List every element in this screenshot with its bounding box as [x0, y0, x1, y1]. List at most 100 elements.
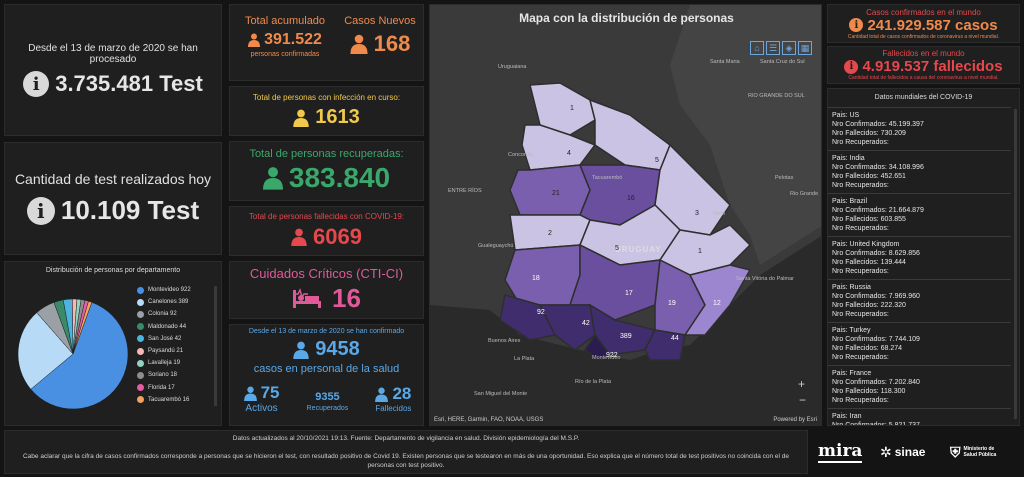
mira-logo: mira: [818, 441, 863, 463]
legend-item[interactable]: Maldonado 44: [137, 321, 215, 333]
department-value[interactable]: 19: [668, 300, 676, 307]
pie-slice-montevideo[interactable]: [30, 302, 129, 410]
pie-slice-canelones[interactable]: [17, 312, 74, 390]
country-item[interactable]: Pais: US Nro Confirmados: 45.199.397 Nro F…: [828, 107, 1011, 150]
map-canvas[interactable]: [430, 5, 822, 426]
dept-soriano: [504, 244, 581, 306]
department-value[interactable]: 3: [695, 210, 699, 217]
basemap-icon[interactable]: ▦: [798, 41, 812, 55]
map-powered[interactable]: Powered by Esri: [773, 417, 817, 423]
department-value[interactable]: 16: [627, 195, 635, 202]
department-pie-chart: [17, 298, 129, 410]
dept-san-jose: [538, 304, 596, 351]
person-icon: [375, 387, 389, 402]
list-icon[interactable]: ☰: [766, 41, 780, 55]
total-sub: personas confirmadas: [250, 51, 320, 58]
place-label: ENTRE RÍOS: [448, 188, 482, 194]
department-value[interactable]: 92: [537, 309, 545, 316]
place-label: Melo: [713, 211, 725, 217]
department-value[interactable]: 42: [582, 320, 590, 327]
department-value[interactable]: 21: [552, 190, 560, 197]
active-label: Total de personas con infección en curso…: [252, 93, 401, 102]
department-value[interactable]: 2: [548, 230, 552, 237]
legend-item[interactable]: Paysandú 21: [137, 345, 215, 357]
person-icon: [248, 33, 261, 47]
tests-total-panel: Desde el 13 de marzo de 2020 se han proc…: [4, 4, 222, 136]
legend-item[interactable]: Canelones 389: [137, 296, 215, 308]
legend-swatch: [137, 335, 144, 343]
map-panel[interactable]: Mapa con la distribución de personas URU…: [429, 4, 822, 426]
zoom-out-button[interactable]: −: [799, 393, 807, 407]
place-label: Pelotas: [775, 175, 794, 181]
place-label: Buenos Aires: [488, 338, 521, 344]
dept-salto: [521, 124, 597, 171]
cti-label: Cuidados Críticos (CTI-CI): [249, 266, 404, 281]
country-item[interactable]: Pais: India Nro Confirmados: 34.108.996 Nr…: [828, 150, 1011, 193]
active-cases-panel: Total de personas con infección en curso…: [229, 86, 424, 136]
department-value[interactable]: 1: [698, 248, 702, 255]
pie-slice-tacuarembó[interactable]: [72, 300, 93, 355]
place-label: Gualeguaychú: [478, 243, 514, 249]
total-value: 391.522: [248, 31, 322, 49]
sinae-symbol-icon: ✲: [880, 443, 892, 460]
world-list-title: Datos mundiales del COVID-19: [874, 94, 973, 101]
legend-item[interactable]: San José 42: [137, 333, 215, 345]
place-label: Santa Maria: [710, 59, 740, 65]
place-label: Concordia: [508, 152, 534, 158]
person-icon: [291, 228, 307, 246]
hospital-bed-icon: [293, 287, 322, 308]
world-deaths-panel: Fallecidos en el mundo i 4.919.537 falle…: [827, 46, 1020, 84]
dept-montevideo: [583, 333, 612, 361]
place-label: Santa Vitória do Palmar: [736, 276, 794, 282]
department-value[interactable]: 18: [532, 275, 540, 282]
deaths-value: 6069: [291, 224, 362, 250]
active-value: 1613: [293, 106, 360, 129]
department-value[interactable]: 1: [570, 105, 574, 112]
world-confirmed-sub: Cantidad total de casos confirmados de c…: [847, 33, 1000, 40]
legend-item[interactable]: Colonia 92: [137, 308, 215, 320]
recovered-value: 383.840: [262, 162, 390, 194]
department-chart-title: Distribución de personas por departament…: [45, 267, 181, 274]
place-label: La Plata: [514, 356, 535, 362]
legend-swatch: [137, 347, 144, 355]
new-cases-value: 168: [350, 31, 410, 57]
home-icon[interactable]: ⌂: [750, 41, 764, 55]
recovered-panel: Total de personas recuperadas: 383.840: [229, 141, 424, 201]
department-value[interactable]: 389: [620, 333, 632, 340]
world-confirmed-value: i 241.929.587 casos: [849, 17, 998, 34]
dept-rocha: [683, 264, 752, 336]
legend-swatch: [137, 310, 144, 318]
department-value[interactable]: 17: [625, 290, 633, 297]
department-value[interactable]: 44: [671, 335, 679, 342]
department-value[interactable]: 5: [615, 245, 619, 252]
country-list-scrollbar[interactable]: [1014, 109, 1017, 419]
country-item[interactable]: Pais: France Nro Confirmados: 7.202.840 Nr…: [828, 365, 1011, 408]
country-item[interactable]: Pais: United Kingdom Nro Confirmados: 8.6…: [828, 236, 1011, 279]
country-list[interactable]: Pais: US Nro Confirmados: 45.199.397 Nro F…: [828, 107, 1011, 425]
country-item[interactable]: Pais: Turkey Nro Confirmados: 7.744.109 Nr…: [828, 322, 1011, 365]
legend-item[interactable]: Lavalleja 19: [137, 357, 215, 369]
world-deaths-sub: Cantidad total de fallecidos a causa del…: [848, 75, 999, 81]
department-value[interactable]: 12: [713, 300, 721, 307]
legend-item[interactable]: Florida 17: [137, 382, 215, 394]
legend-item[interactable]: Montevideo 922: [137, 284, 215, 296]
department-chart-panel: Distribución de personas por departament…: [4, 261, 222, 426]
department-value[interactable]: 922: [606, 352, 618, 359]
world-list-panel[interactable]: Datos mundiales del COVID-19 Pais: US Nro…: [827, 88, 1020, 426]
legend-item[interactable]: Soriano 18: [137, 369, 215, 381]
department-value[interactable]: 4: [567, 150, 571, 157]
layers-icon[interactable]: ◈: [782, 41, 796, 55]
legend-scrollbar[interactable]: [214, 286, 217, 406]
world-confirmed-panel: Casos confirmados en el mundo i 241.929.…: [827, 4, 1020, 43]
world-deaths-label: Fallecidos en el mundo: [882, 49, 965, 58]
map-attribution: Esri, HERE, Garmin, FAO, NOAA, USGS: [434, 417, 544, 423]
zoom-in-button[interactable]: +: [798, 377, 806, 391]
map-toolbar[interactable]: ⌂ ☰ ◈ ▦: [750, 41, 812, 55]
country-item[interactable]: Pais: Brazil Nro Confirmados: 21.664.879 N…: [828, 193, 1011, 236]
place-label: Rio Grande: [790, 191, 819, 197]
country-item[interactable]: Pais: Russia Nro Confirmados: 7.969.960 Nr…: [828, 279, 1011, 322]
department-value[interactable]: 5: [655, 157, 659, 164]
legend-item[interactable]: Tacuarembó 16: [137, 394, 215, 406]
total-label: Total acumulado: [244, 15, 326, 27]
